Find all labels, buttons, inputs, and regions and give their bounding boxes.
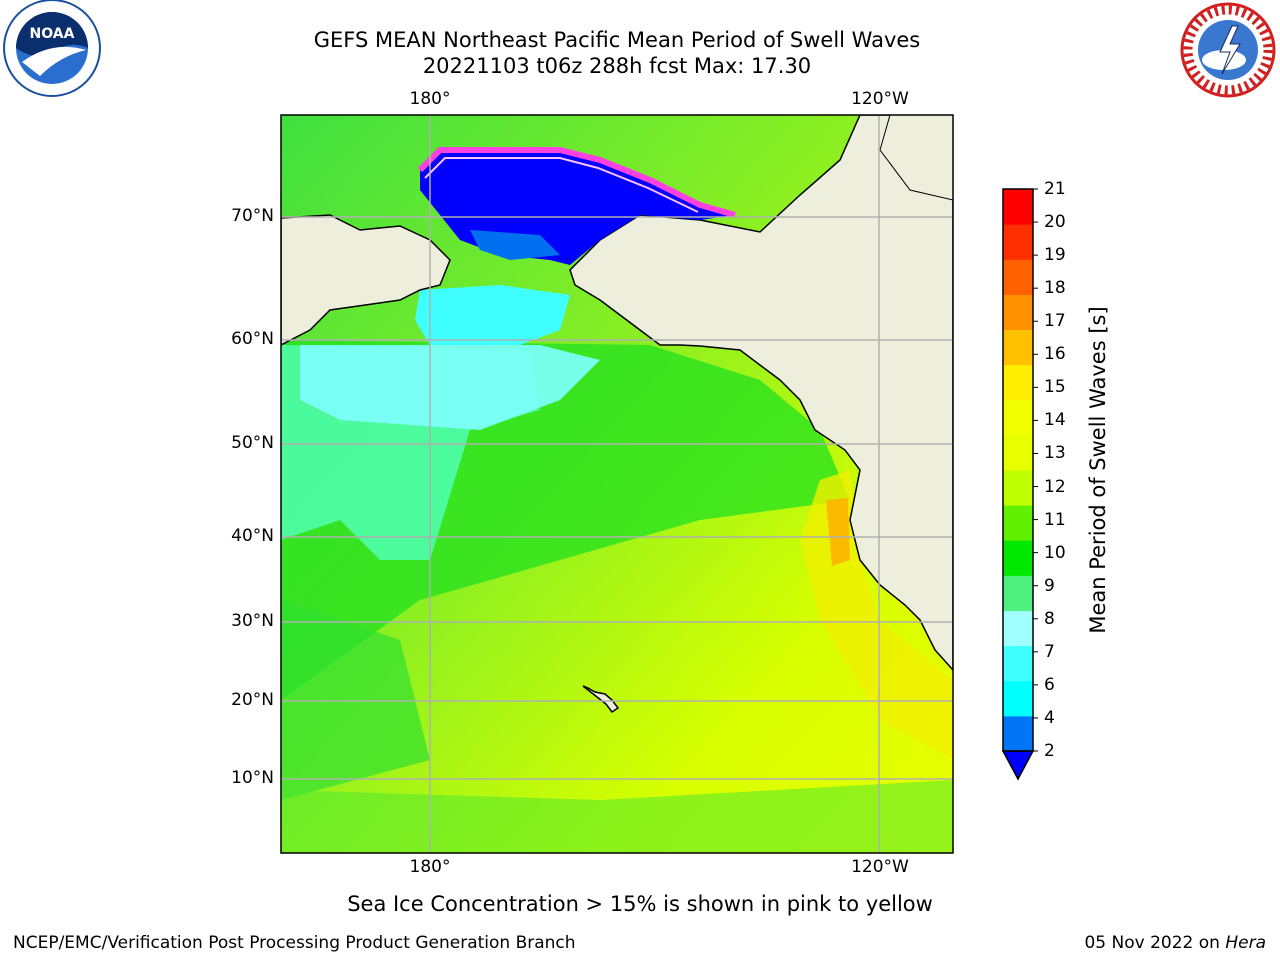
colorbar-tick-label: 20 (1044, 212, 1066, 233)
colorbar-segment (1003, 540, 1033, 576)
footer-date: 05 Nov 2022 on Hera (1084, 932, 1266, 954)
siberia-land (281, 214, 451, 346)
colorbar-segment (1003, 189, 1033, 225)
colorbar-tick-label: 2 (1044, 741, 1055, 761)
lat-label-50n: 50°N (231, 433, 274, 453)
colorbar-tick-label: 4 (1044, 707, 1055, 728)
colorbar-segment (1003, 575, 1033, 611)
colorbar-segment (1003, 470, 1033, 506)
colorbar-tick-label: 18 (1044, 278, 1066, 299)
lat-label-60n: 60°N (231, 329, 274, 349)
lon-label-bottom-180: 180° (409, 857, 451, 877)
colorbar-label: Mean Period of Swell Waves [s] (1086, 306, 1110, 634)
colorbar-tick-label: 16 (1044, 344, 1066, 365)
national-weather-service-logo-icon (1180, 2, 1276, 98)
swell-period-map (280, 114, 1038, 854)
lon-label-top-120w: 120°W (851, 89, 909, 109)
colorbar-tick-label: 21 (1044, 179, 1066, 199)
colorbar-extend-arrow (1001, 750, 1035, 781)
footer-host: Hera (1225, 933, 1266, 953)
colorbar-tick-label: 14 (1044, 410, 1066, 431)
map-title-line-1: GEFS MEAN Northeast Pacific Mean Period … (313, 28, 921, 52)
noaa-logo-icon: NOAA (3, 0, 101, 97)
map-frame (280, 114, 954, 854)
colorbar-segment (1003, 364, 1033, 401)
lat-label-20n: 20°N (231, 690, 274, 710)
colorbar-segment (1003, 294, 1033, 330)
colorbar-segment (1003, 259, 1033, 295)
colorbar-tick-label: 17 (1044, 311, 1066, 332)
colorbar-tick-label: 15 (1044, 377, 1066, 398)
footer-credit: NCEP/EMC/Verification Post Processing Pr… (13, 933, 576, 953)
colorbar-tick-label: 9 (1044, 575, 1055, 596)
colorbar-tick-label: 8 (1044, 608, 1055, 629)
ocean-orange-coastal (826, 498, 850, 566)
map-title-line-2: 20221103 t06z 288h fcst Max: 17.30 (422, 54, 812, 78)
colorbar-segment (1003, 610, 1033, 647)
colorbar-segment (1003, 399, 1033, 436)
colorbar-segment (1003, 434, 1033, 471)
ocean-light-cyan-bering (300, 345, 600, 430)
lat-label-10n: 10°N (231, 768, 274, 788)
footer-date-text: 05 Nov 2022 on (1084, 933, 1226, 953)
colorbar-segment (1003, 329, 1033, 366)
map-panel: 70°N 60°N 50°N 40°N 30°N 20°N 10°N 180° … (231, 89, 1110, 877)
lat-label-70n: 70°N (231, 206, 274, 226)
colorbar-frame (1002, 188, 1034, 752)
colorbar-tick-label: 13 (1044, 443, 1066, 464)
sea-ice-edge-inner (424, 157, 699, 213)
bering-strait-cyan (415, 285, 570, 345)
ocean-green-southwest (281, 600, 430, 800)
colorbar-segment (1003, 645, 1033, 682)
colorbar-segment (1003, 715, 1033, 752)
lon-label-bottom-120w: 120°W (851, 857, 909, 877)
map-content (281, 115, 953, 853)
colorbar (1001, 188, 1038, 781)
lat-label-40n: 40°N (231, 526, 274, 546)
lat-label-30n: 30°N (231, 611, 274, 631)
colorbar-tick-label: 12 (1044, 476, 1066, 497)
colorbar-tick-label: 6 (1044, 674, 1055, 695)
ocean-green-south (281, 780, 953, 853)
colorbar-segment (1003, 680, 1033, 717)
canadian-archipelago-land (879, 115, 953, 201)
hawaii-islands (582, 685, 620, 714)
colorbar-segment (1003, 505, 1033, 541)
sea-ice-footnote: Sea Ice Concentration > 15% is shown in … (347, 892, 933, 916)
colorbar-tick-label: 19 (1044, 245, 1066, 266)
north-america-land (569, 115, 953, 672)
colorbar-segment (1003, 224, 1033, 260)
colorbar-tick-label: 10 (1044, 542, 1066, 563)
colorbar-tick-label: 7 (1044, 641, 1055, 662)
map-gridlines (281, 115, 953, 853)
lon-label-top-180: 180° (409, 89, 451, 109)
noaa-logo-text: NOAA (30, 26, 75, 42)
colorbar-tick-label: 11 (1044, 509, 1066, 530)
sea-ice-edge (417, 147, 736, 218)
bering-blue-zone (470, 230, 560, 260)
